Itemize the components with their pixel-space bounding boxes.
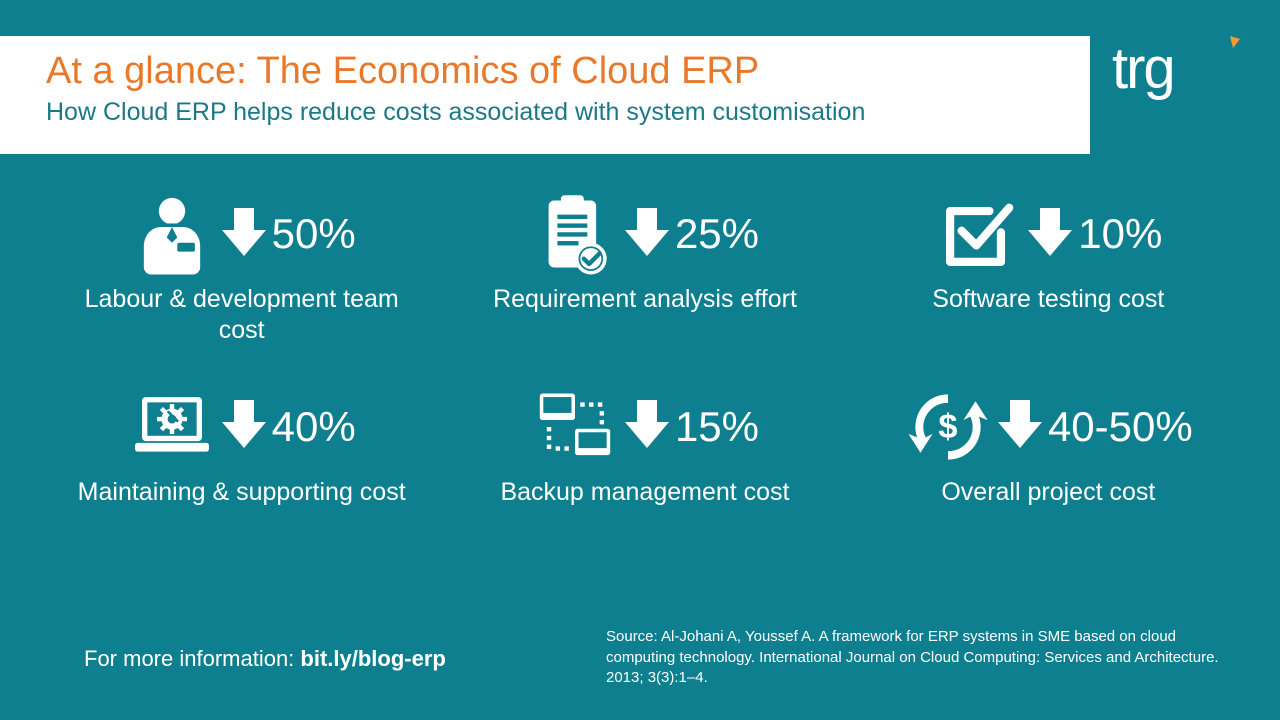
arrow-down-icon [1026, 206, 1074, 263]
stat-label: Requirement analysis effort [493, 284, 797, 315]
stat-value: 10% [1078, 213, 1162, 255]
stat-label: Overall project cost [941, 477, 1155, 508]
stat-maintaining: 40% Maintaining & supporting cost [60, 383, 423, 508]
svg-text:$: $ [938, 408, 957, 446]
page-title: At a glance: The Economics of Cloud ERP [46, 50, 1090, 94]
person-badge-icon [128, 190, 216, 278]
trg-logo: trg [1112, 30, 1242, 110]
screens-backup-icon [531, 383, 619, 471]
arrow-down-icon [996, 398, 1044, 455]
stat-backup: 15% Backup management cost [463, 383, 826, 508]
page-subtitle: How Cloud ERP helps reduce costs associa… [46, 98, 1090, 127]
clipboard-check-icon [531, 190, 619, 278]
laptop-gear-icon [128, 383, 216, 471]
source-citation: Source: Al-Johani A, Youssef A. A framew… [606, 627, 1246, 688]
arrow-down-icon [220, 206, 268, 263]
svg-text:trg: trg [1112, 36, 1174, 101]
stat-value: 40% [272, 406, 356, 448]
stat-value: 50% [272, 213, 356, 255]
dollar-cycle-icon: $ [904, 383, 992, 471]
arrow-down-icon [623, 206, 671, 263]
stat-testing: 10% Software testing cost [867, 190, 1230, 347]
more-info: For more information: bit.ly/blog-erp [84, 646, 446, 672]
more-info-prefix: For more information: [84, 646, 300, 671]
arrow-down-icon [623, 398, 671, 455]
stat-overall: $ 40-50% Overall project cost [867, 383, 1230, 508]
stat-labour: 50% Labour & development team cost [60, 190, 423, 347]
stat-requirement: 25% Requirement analysis effort [463, 190, 826, 347]
stat-value: 25% [675, 213, 759, 255]
stat-label: Software testing cost [932, 284, 1164, 315]
stat-label: Labour & development team cost [60, 284, 423, 347]
stat-label: Backup management cost [500, 477, 789, 508]
stat-value: 40-50% [1048, 406, 1193, 448]
check-square-icon [934, 190, 1022, 278]
stat-value: 15% [675, 406, 759, 448]
stat-label: Maintaining & supporting cost [78, 477, 406, 508]
header-bar: At a glance: The Economics of Cloud ERP … [0, 36, 1090, 154]
stats-grid: 50% Labour & development team cost [60, 190, 1230, 508]
more-info-link: bit.ly/blog-erp [300, 646, 445, 671]
arrow-down-icon [220, 398, 268, 455]
